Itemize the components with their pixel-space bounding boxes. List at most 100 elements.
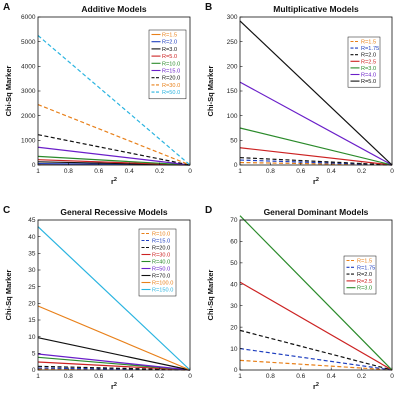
legend-label: R=1.75 [361,46,379,52]
legend-label: R=4.0 [361,73,376,79]
series-line-r-100-0 [37,305,191,371]
y-tick-label: 150 [227,88,238,95]
legend-label: R=30.0 [162,83,180,89]
series-line-r-10-0 [37,155,191,166]
x-tick-label: 0.2 [357,373,366,380]
legend-label: R=50.0 [162,90,180,96]
x-tick-label: 0.4 [125,373,134,380]
legend-label: R=10.0 [162,61,180,67]
legend-label: R=10.0 [152,232,170,238]
x-tick-label: 0.8 [64,373,73,380]
x-tick-label: 0.2 [155,373,164,380]
y-tick-label: 5 [32,351,36,358]
series-line-r-2-5 [239,147,393,166]
legend-label: R=1.5 [162,33,177,39]
y-tick-label: 3000 [21,88,36,95]
series-line-r-1-75 [239,347,393,371]
panel-d: D General Dominant Models 1 0.8 0.6 0.4 0.2 0 0 1… [205,205,394,391]
panel-letter: C [3,205,10,216]
x-tick-label: 0.4 [327,168,336,175]
legend-label: R=40.0 [152,260,170,266]
legend-label: R=3.0 [357,286,372,292]
y-axis-label: Chi-Sq Marker [206,66,215,117]
x-tick-label: 0.2 [357,168,366,175]
y-tick-label: 25 [28,284,36,291]
series-line-r-3-0 [239,127,393,166]
panel-title: General Recessive Models [60,207,168,217]
series-line-r-30-0 [37,361,191,371]
legend: R=10.0R=15.0R=20.0R=30.0R=40.0R=50.0R=70… [138,228,177,297]
y-tick-label: 40 [230,281,238,288]
x-tick-label: 1 [36,168,40,175]
x-axis-label-base: r [111,177,114,186]
y-tick-label: 300 [227,14,238,21]
y-tick-label: 35 [28,251,36,258]
series-line-r-4-0 [239,81,393,166]
y-tick-label: 6000 [21,14,36,21]
series-line-r-2-5 [239,281,393,371]
legend-box [138,228,177,297]
x-tick-label: 0.8 [266,168,275,175]
y-axis-label: Chi-Sq Marker [206,270,215,321]
legend-label: R=20.0 [152,246,170,252]
legend-label: R=3.0 [162,47,177,53]
y-tick-label: 200 [227,64,238,71]
x-axis-label: r2 [111,382,117,391]
y-tick-label: 60 [230,239,238,246]
x-tick-label: 1 [36,373,40,380]
x-tick-label: 0.2 [155,168,164,175]
x-tick-label: 0.4 [125,168,134,175]
series-line-r-50-0 [37,35,191,166]
series-line-r-2-0 [239,329,393,371]
legend-label: R=70.0 [152,274,170,280]
legend-label: R=100.0 [152,281,173,287]
x-axis-label-base: r [111,382,114,391]
x-tick-label: 1 [238,168,242,175]
panel-c: C General Recessive Models 1 0.8 0.6 0.4 0.2 0 0… [3,205,192,391]
legend-box [148,29,187,100]
panel-title: Additive Models [81,4,146,14]
legend-box [347,36,381,88]
y-tick-label: 250 [227,39,238,46]
legend-label: R=1.5 [357,259,372,265]
panel-b: B Multiplicative Models 1 0.8 0.6 0.4 0.2 0 0 50 1… [205,2,394,186]
y-axis-label: Chi-Sq Marker [4,66,13,117]
panel-title: Multiplicative Models [273,4,359,14]
x-tick-label: 0.6 [296,168,305,175]
x-axis-label: r2 [313,177,319,186]
legend-label: R=5.0 [361,79,376,85]
x-axis-label-base: r [313,177,316,186]
panel-letter: A [3,2,10,13]
y-tick-label: 0 [234,367,238,374]
y-axis-label: Chi-Sq Marker [4,270,13,321]
x-tick-label: 0 [390,168,394,175]
y-tick-label: 20 [28,301,36,308]
y-tick-label: 2000 [21,113,36,120]
x-tick-label: 0 [390,373,394,380]
y-tick-label: 5000 [21,39,36,46]
series-line-r-1-5 [239,359,393,371]
legend-label: R=5.0 [162,54,177,60]
x-tick-label: 0 [188,373,192,380]
series-line-r-3-0 [239,215,393,371]
x-tick-label: 0.4 [327,373,336,380]
legend-label: R=150.0 [152,288,173,294]
y-tick-label: 30 [230,303,238,310]
legend-label: R=2.5 [361,59,376,65]
legend-label: R=1.5 [361,40,376,46]
x-tick-label: 0.6 [94,168,103,175]
y-tick-label: 45 [28,217,36,224]
x-axis-label-superscript: 2 [316,382,319,388]
y-tick-label: 20 [230,324,238,331]
panel-title: General Dominant Models [264,207,369,217]
series-line-r-150-0 [37,226,191,371]
series-line-r-70-0 [37,337,191,371]
legend-label: R=2.0 [162,40,177,46]
legend-label: R=3.0 [361,66,376,72]
legend-label: R=20.0 [162,76,180,82]
x-tick-label: 0 [188,168,192,175]
legend-label: R=15.0 [152,239,170,245]
x-axis-label-superscript: 2 [114,382,117,388]
x-axis-label-base: r [313,382,316,391]
